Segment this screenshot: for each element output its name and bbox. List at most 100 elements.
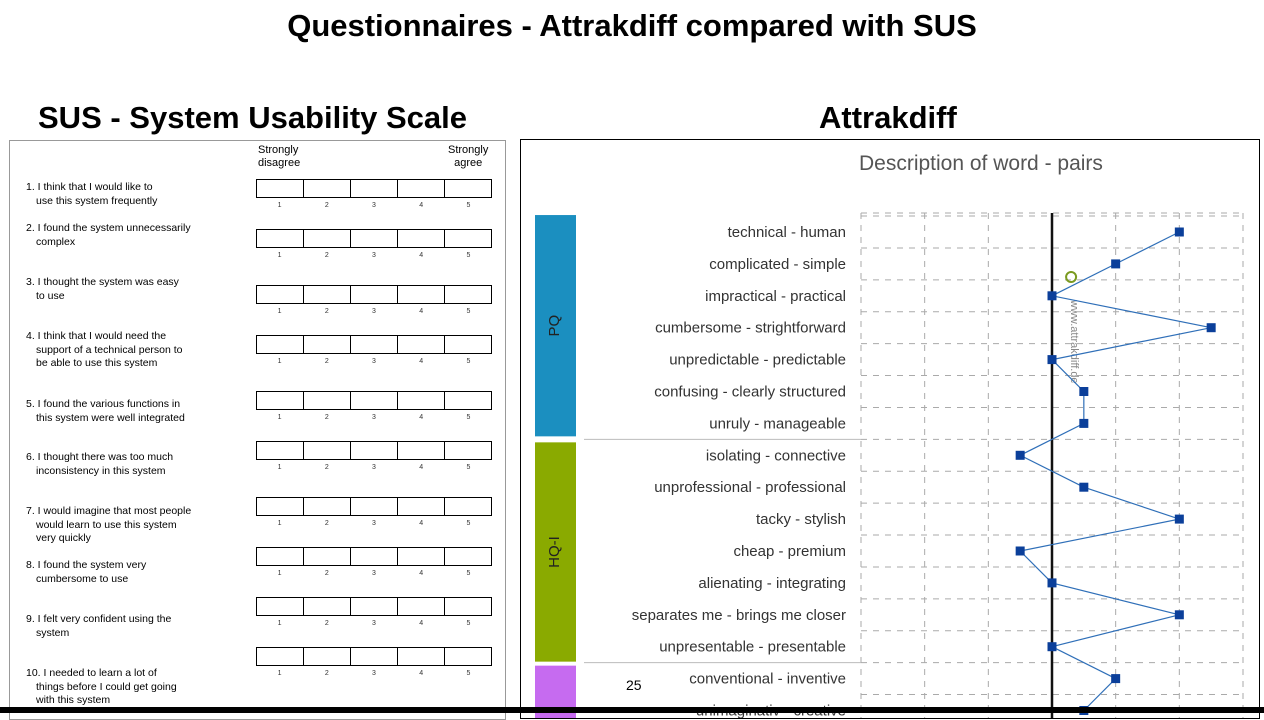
rating-box-5[interactable]: [445, 498, 491, 515]
rating-box-3[interactable]: [351, 548, 398, 565]
rating-box-5[interactable]: [445, 548, 491, 565]
word-pair-label: alienating - integrating: [698, 575, 846, 592]
sus-rating-scale-9: [256, 597, 492, 616]
scale-number: 3: [372, 252, 376, 259]
data-point-marker: [1047, 642, 1057, 652]
sus-question-text: 9. I felt very confident using the syste…: [26, 613, 172, 639]
rating-box-1[interactable]: [257, 648, 304, 665]
rating-box-1[interactable]: [257, 336, 304, 353]
rating-box-4[interactable]: [398, 336, 445, 353]
rating-box-4[interactable]: [398, 648, 445, 665]
rating-box-5[interactable]: [445, 286, 491, 303]
word-pair-label: conventional - inventive: [689, 671, 846, 688]
rating-box-3[interactable]: [351, 392, 398, 409]
sus-question-2: 2. I found the system unnecessarily comp…: [26, 222, 246, 249]
rating-box-4[interactable]: [398, 548, 445, 565]
scale-number: 5: [466, 358, 471, 365]
word-pair-label: unpredictable - predictable: [669, 352, 846, 369]
sus-rating-scale-8: [256, 547, 492, 566]
rating-box-1[interactable]: [257, 598, 304, 615]
rating-box-5[interactable]: [445, 230, 491, 247]
sus-question-text: 5. I found the various functions in this…: [26, 398, 185, 424]
sus-scale-numbers: 1 2 3 4 5: [256, 252, 492, 259]
sus-question-text: 8. I found the system very cumbersome to…: [26, 559, 147, 585]
attrakdiff-section-title: Attrakdiff: [819, 100, 957, 135]
rating-box-5[interactable]: [445, 648, 491, 665]
rating-box-5[interactable]: [445, 392, 491, 409]
rating-box-4[interactable]: [398, 230, 445, 247]
word-pair-label: unprofessional - professional: [654, 479, 846, 496]
sus-rating-scale-10: [256, 647, 492, 666]
scale-number: 4: [419, 620, 424, 627]
rating-box-1[interactable]: [257, 498, 304, 515]
rating-box-1[interactable]: [257, 442, 304, 459]
rating-box-3[interactable]: [351, 286, 398, 303]
rating-box-1[interactable]: [257, 180, 304, 197]
rating-box-3[interactable]: [351, 648, 398, 665]
word-pair-label: technical - human: [728, 224, 846, 241]
rating-box-4[interactable]: [398, 286, 445, 303]
scale-number: 5: [466, 202, 471, 209]
rating-box-1[interactable]: [257, 230, 304, 247]
profile-line: [1018, 231, 1212, 711]
rating-box-2[interactable]: [304, 548, 351, 565]
rating-box-2[interactable]: [304, 230, 351, 247]
rating-box-2[interactable]: [304, 648, 351, 665]
rating-box-4[interactable]: [398, 442, 445, 459]
sus-scale-numbers: 1 2 3 4 5: [256, 620, 492, 627]
scale-number: 4: [419, 464, 424, 471]
rating-box-5[interactable]: [445, 336, 491, 353]
sus-rating-scale-7: [256, 497, 492, 516]
rating-box-3[interactable]: [351, 336, 398, 353]
rating-box-3[interactable]: [351, 180, 398, 197]
sus-rating-scale-2: [256, 229, 492, 248]
rating-box-2[interactable]: [304, 442, 351, 459]
rating-box-3[interactable]: [351, 598, 398, 615]
scale-number: 2: [324, 520, 329, 527]
rating-box-5[interactable]: [445, 598, 491, 615]
word-pair-label: unpresentable - presentable: [659, 639, 846, 656]
sus-scale-numbers: 1 2 3 4 5: [256, 520, 492, 527]
rating-box-2[interactable]: [304, 336, 351, 353]
data-point-marker: [1111, 674, 1121, 684]
word-pair-label: complicated - simple: [709, 256, 846, 273]
chart-title: Description of word - pairs: [859, 152, 1103, 175]
sus-scale-numbers: 1 2 3 4 5: [256, 414, 492, 421]
rating-box-2[interactable]: [304, 498, 351, 515]
scale-number: 2: [324, 670, 329, 677]
rating-box-2[interactable]: [304, 392, 351, 409]
page-number: 25: [626, 677, 642, 693]
rating-box-5[interactable]: [445, 180, 491, 197]
rating-box-4[interactable]: [398, 598, 445, 615]
rating-box-3[interactable]: [351, 498, 398, 515]
rating-box-1[interactable]: [257, 286, 304, 303]
scale-number: 5: [466, 252, 471, 259]
data-point-marker: [1015, 450, 1025, 460]
scale-number: 2: [324, 202, 329, 209]
data-point-marker: [1047, 355, 1057, 365]
scale-number: 1: [277, 202, 282, 209]
group-label: PQ: [546, 315, 563, 337]
rating-box-4[interactable]: [398, 498, 445, 515]
scale-number: 2: [324, 414, 329, 421]
sus-scale-numbers: 1 2 3 4 5: [256, 202, 492, 209]
rating-box-4[interactable]: [398, 392, 445, 409]
rating-box-2[interactable]: [304, 598, 351, 615]
sus-rating-scale-3: [256, 285, 492, 304]
rating-box-4[interactable]: [398, 180, 445, 197]
rating-box-1[interactable]: [257, 392, 304, 409]
sus-rating-scale-6: [256, 441, 492, 460]
sus-rating-scale-1: [256, 179, 492, 198]
scale-number: 4: [419, 308, 424, 315]
rating-box-3[interactable]: [351, 442, 398, 459]
rating-box-1[interactable]: [257, 548, 304, 565]
rating-box-5[interactable]: [445, 442, 491, 459]
scale-number: 4: [419, 358, 424, 365]
data-point-marker: [1206, 323, 1216, 333]
sus-question-8: 8. I found the system very cumbersome to…: [26, 559, 246, 586]
rating-box-2[interactable]: [304, 180, 351, 197]
sus-question-text: 6. I thought there was too much inconsis…: [26, 451, 174, 477]
rating-box-2[interactable]: [304, 286, 351, 303]
sus-question-10: 10. I needed to learn a lot of things be…: [26, 667, 246, 708]
rating-box-3[interactable]: [351, 230, 398, 247]
